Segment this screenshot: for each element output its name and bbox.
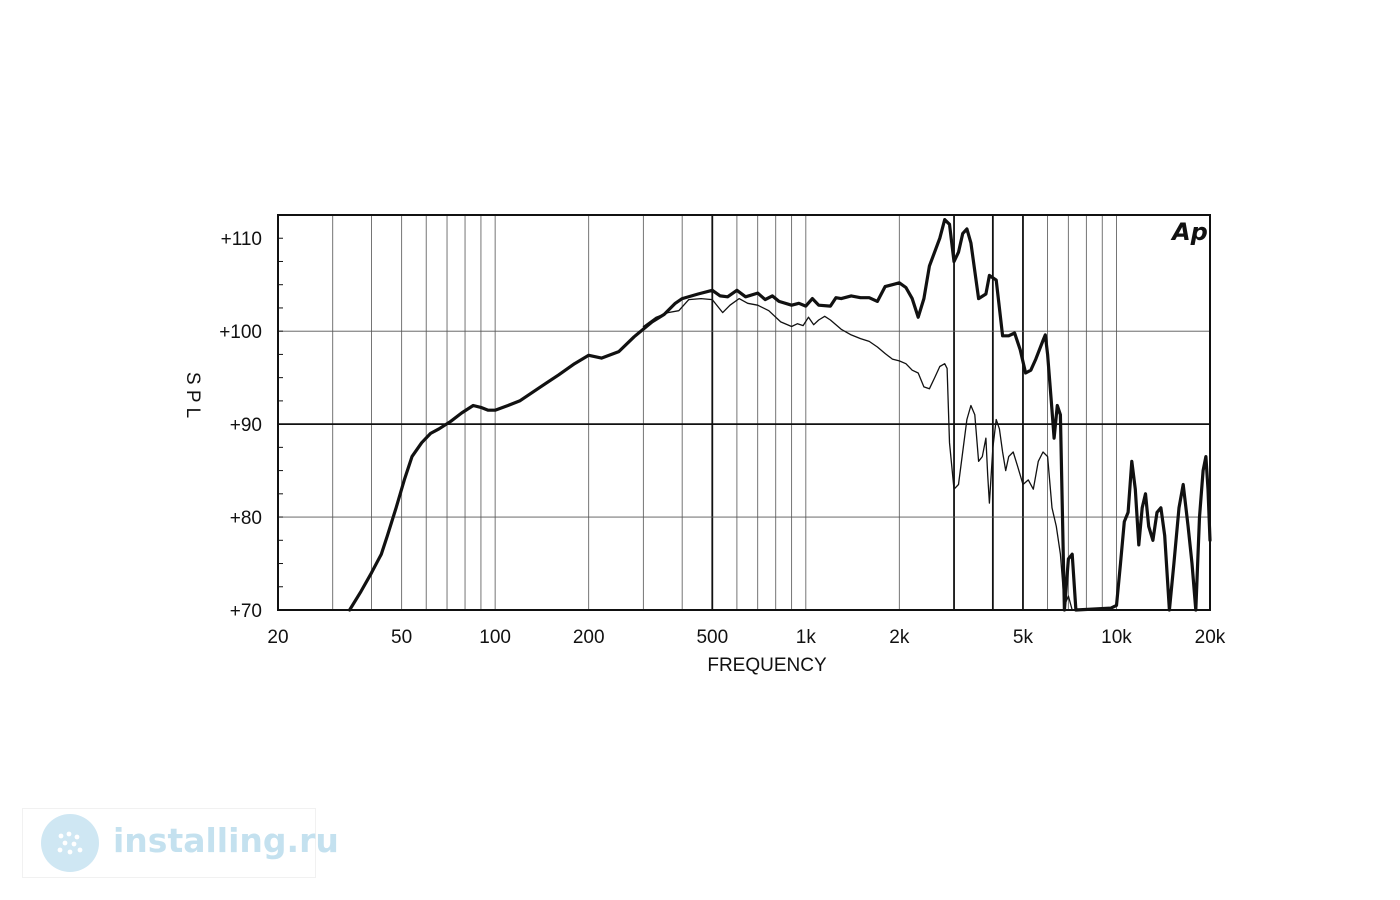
y-tick-labels: +70 +80 +90 +100 +110 — [219, 229, 262, 622]
x-tick-label: 20 — [267, 627, 288, 648]
y-tick-label: +70 — [230, 601, 262, 622]
x-tick-labels: 20 50 100 200 500 1k 2k 5k 10k 20k — [267, 627, 1225, 648]
watermark: installing.ru — [22, 808, 339, 878]
x-axis-label: FREQUENCY — [707, 655, 827, 676]
ap-logo: Ap — [1170, 218, 1208, 246]
grid — [278, 215, 1210, 610]
series-line-2 — [642, 297, 1073, 611]
x-tick-label: 500 — [696, 627, 728, 648]
x-tick-label: 100 — [479, 627, 511, 648]
y-tick-label: +90 — [230, 415, 262, 436]
plot-frame — [277, 214, 1211, 611]
x-tick-label: 200 — [573, 627, 605, 648]
x-tick-label: 2k — [889, 627, 910, 648]
series-line-1 — [348, 218, 1212, 612]
watermark-text: installing.ru — [113, 821, 339, 860]
x-tick-label: 5k — [1013, 627, 1034, 648]
x-tick-label: 10k — [1101, 627, 1132, 648]
x-tick-label: 50 — [391, 627, 412, 648]
y-tick-label: +100 — [219, 322, 262, 343]
series-layer — [348, 218, 1212, 612]
watermark-badge-icon — [41, 814, 99, 872]
x-tick-label: 1k — [796, 627, 817, 648]
y-tick-label: +110 — [221, 229, 262, 250]
y-axis-label: S P L — [182, 372, 203, 418]
x-tick-label: 20k — [1195, 627, 1226, 648]
y-tick-label: +80 — [230, 508, 262, 529]
